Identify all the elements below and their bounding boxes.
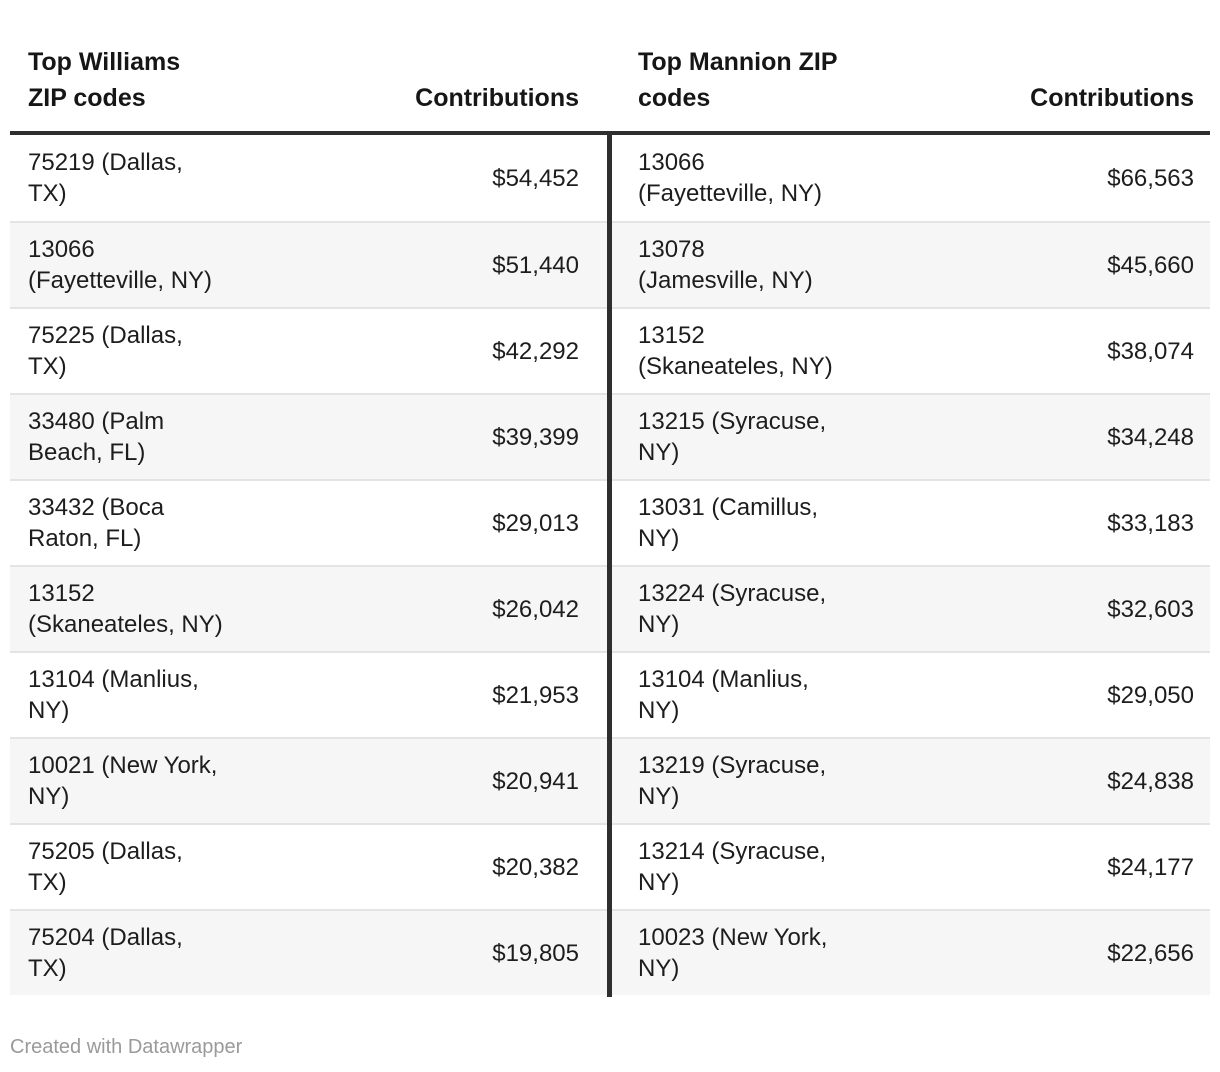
table-row: 13078 (Jamesville, NY) $45,660 bbox=[609, 221, 1210, 307]
header-row: Top Mannion ZIP codes Contributions bbox=[609, 0, 1210, 135]
contribution-cell: $38,074 bbox=[939, 307, 1210, 393]
table-row: 13224 (Syracuse, NY) $32,603 bbox=[609, 565, 1210, 651]
table-row: 13031 (Camillus, NY) $33,183 bbox=[609, 479, 1210, 565]
contribution-cell: $42,292 bbox=[340, 307, 609, 393]
zip-cell: 13219 (Syracuse, NY) bbox=[609, 737, 939, 823]
mannion-table-header: Top Mannion ZIP codes Contributions bbox=[609, 0, 1210, 135]
zip-cell: 13215 (Syracuse, NY) bbox=[609, 393, 939, 479]
contribution-cell: $24,177 bbox=[939, 823, 1210, 909]
williams-table: Top Williams ZIP codes Contributions 752… bbox=[10, 0, 609, 995]
zip-cell: 33480 (Palm Beach, FL) bbox=[10, 393, 340, 479]
zip-cell: 33432 (Boca Raton, FL) bbox=[10, 479, 340, 565]
contribution-cell: $54,452 bbox=[492, 164, 579, 192]
contribution-cell: $66,563 bbox=[1107, 164, 1194, 192]
williams-table-header: Top Williams ZIP codes Contributions bbox=[10, 0, 609, 135]
mannion-table-body: 13066 (Fayetteville, NY) $66,563 13078 (… bbox=[609, 135, 1210, 995]
mannion-contributions-header: Contributions bbox=[939, 0, 1210, 135]
zip-cell: 13078 (Jamesville, NY) bbox=[609, 221, 939, 307]
mannion-table: Top Mannion ZIP codes Contributions 1306… bbox=[609, 0, 1210, 995]
zip-cell: 13214 (Syracuse, NY) bbox=[609, 823, 939, 909]
zip-cell: 13152 (Skaneateles, NY) bbox=[10, 565, 340, 651]
contribution-cell: $45,660 bbox=[939, 221, 1210, 307]
header-row: Top Williams ZIP codes Contributions bbox=[10, 0, 609, 135]
contribution-cell: $26,042 bbox=[340, 565, 609, 651]
contribution-cell: $29,050 bbox=[939, 651, 1210, 737]
zip-cell: 13104 (Manlius, NY) bbox=[609, 651, 939, 737]
table-row: 13104 (Manlius, NY) $21,953 bbox=[10, 651, 609, 737]
table-row: 13104 (Manlius, NY) $29,050 bbox=[609, 651, 1210, 737]
zip-cell: 13066 (Fayetteville, NY) bbox=[10, 221, 340, 307]
zip-cell: 75219 (Dallas, TX) bbox=[28, 149, 183, 207]
table-row: 33432 (Boca Raton, FL) $29,013 bbox=[10, 479, 609, 565]
zip-cell: 13031 (Camillus, NY) bbox=[609, 479, 939, 565]
contribution-cell: $34,248 bbox=[939, 393, 1210, 479]
contribution-cell: $20,941 bbox=[340, 737, 609, 823]
table-row: 13066 (Fayetteville, NY) $51,440 bbox=[10, 221, 609, 307]
table-row: 13214 (Syracuse, NY) $24,177 bbox=[609, 823, 1210, 909]
zip-cell: 13224 (Syracuse, NY) bbox=[609, 565, 939, 651]
contribution-cell: $19,805 bbox=[340, 909, 609, 995]
contribution-cell: $22,656 bbox=[939, 909, 1210, 995]
table-column-divider bbox=[607, 131, 612, 997]
table-row: 75225 (Dallas, TX) $42,292 bbox=[10, 307, 609, 393]
contribution-cell: $32,603 bbox=[939, 565, 1210, 651]
table-row: 75205 (Dallas, TX) $20,382 bbox=[10, 823, 609, 909]
zip-cell: 10021 (New York, NY) bbox=[10, 737, 340, 823]
mannion-zip-header: Top Mannion ZIP codes bbox=[609, 0, 939, 135]
table-row: 13215 (Syracuse, NY) $34,248 bbox=[609, 393, 1210, 479]
contribution-cell: $21,953 bbox=[340, 651, 609, 737]
contribution-cell: $20,382 bbox=[340, 823, 609, 909]
zip-cell: 13066 (Fayetteville, NY) bbox=[638, 149, 823, 207]
table-row: 10021 (New York, NY) $20,941 bbox=[10, 737, 609, 823]
table-row: 13066 (Fayetteville, NY) $66,563 bbox=[609, 135, 1210, 221]
table-row: 75204 (Dallas, TX) $19,805 bbox=[10, 909, 609, 995]
williams-contributions-header: Contributions bbox=[340, 0, 609, 135]
table-row: 10023 (New York, NY) $22,656 bbox=[609, 909, 1210, 995]
zip-cell: 13104 (Manlius, NY) bbox=[10, 651, 340, 737]
zip-cell: 75204 (Dallas, TX) bbox=[10, 909, 340, 995]
table-row: 13152 (Skaneateles, NY) $38,074 bbox=[609, 307, 1210, 393]
williams-zip-header: Top Williams ZIP codes bbox=[10, 0, 340, 135]
contribution-cell: $51,440 bbox=[340, 221, 609, 307]
zip-cell: 75205 (Dallas, TX) bbox=[10, 823, 340, 909]
table-row: 13219 (Syracuse, NY) $24,838 bbox=[609, 737, 1210, 823]
table-row: 13152 (Skaneateles, NY) $26,042 bbox=[10, 565, 609, 651]
table-row: 33480 (Palm Beach, FL) $39,399 bbox=[10, 393, 609, 479]
table-row: 75219 (Dallas, TX) $54,452 bbox=[10, 135, 609, 221]
datawrapper-credit: Created with Datawrapper bbox=[10, 1036, 243, 1058]
zip-cell: 10023 (New York, NY) bbox=[609, 909, 939, 995]
williams-table-body: 75219 (Dallas, TX) $54,452 13066 (Fayett… bbox=[10, 135, 609, 995]
zip-cell: 75225 (Dallas, TX) bbox=[10, 307, 340, 393]
contribution-cell: $29,013 bbox=[340, 479, 609, 565]
zip-cell: 13152 (Skaneateles, NY) bbox=[609, 307, 939, 393]
contribution-cell: $24,838 bbox=[939, 737, 1210, 823]
contribution-cell: $39,399 bbox=[340, 393, 609, 479]
tables-container: Top Williams ZIP codes Contributions 752… bbox=[10, 0, 1210, 995]
contribution-cell: $33,183 bbox=[939, 479, 1210, 565]
